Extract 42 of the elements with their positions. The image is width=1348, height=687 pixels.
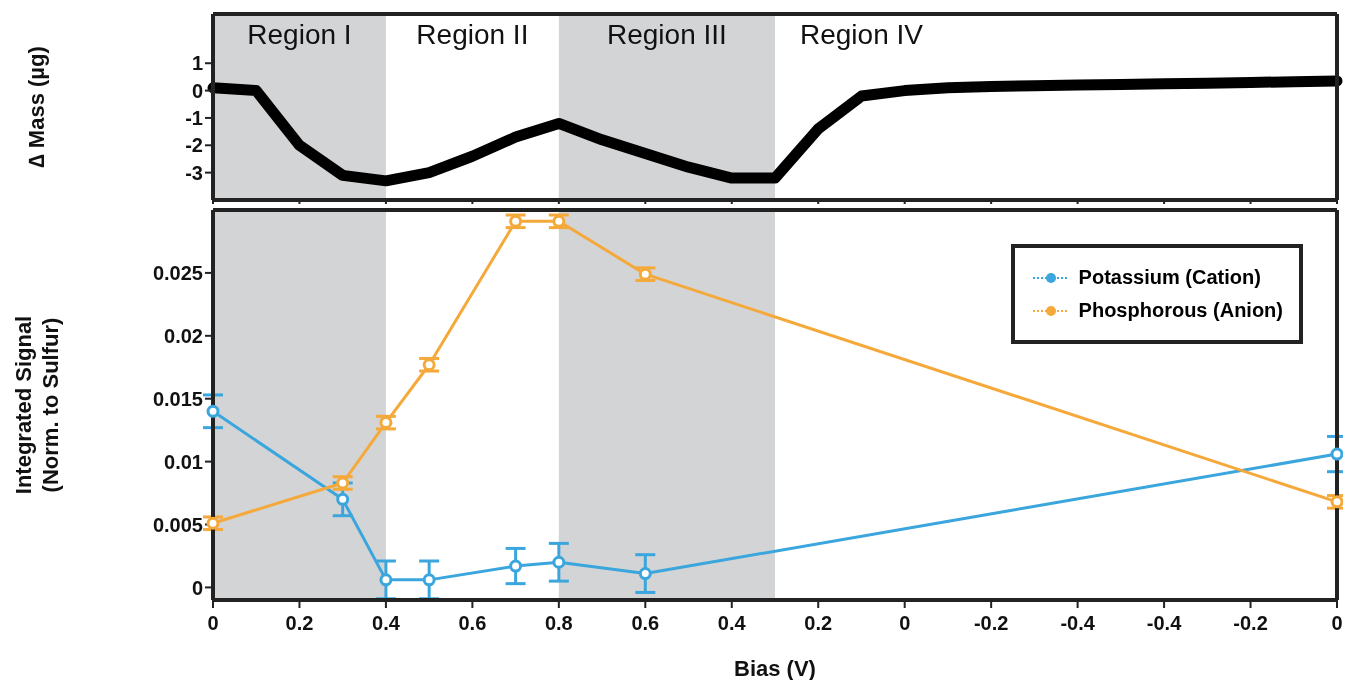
legend-label: Potassium (Cation) [1078, 266, 1261, 289]
point [422, 573, 436, 587]
y-tick-label: 0.015 [152, 387, 203, 410]
y-tick-label: -3 [185, 161, 203, 184]
y-tick-label: 0.005 [152, 513, 203, 536]
point [206, 404, 220, 418]
point [509, 559, 523, 573]
x-tick-label: -0.4 [1146, 612, 1183, 634]
x-tick-label: 0.6 [458, 612, 487, 634]
annotation: Region III [606, 18, 727, 50]
x-tick-label: 0.6 [631, 612, 660, 634]
point [379, 573, 393, 587]
x-tick-label: 0.2 [285, 612, 314, 634]
x-tick-label: 0.8 [544, 612, 573, 634]
y-axis-title: Integrated Signal (Norm. to Sulfur) [11, 315, 63, 495]
x-tick-label: -0.4 [1060, 612, 1096, 634]
y-tick-label: 0 [191, 576, 203, 599]
y-axis-title: ∆ Mass (µg) [24, 46, 49, 168]
x-tick-label: -0.2 [1233, 612, 1268, 634]
x-tick-label: 0.4 [372, 612, 401, 634]
y-tick-label: -1 [185, 107, 203, 130]
point [1330, 447, 1343, 461]
y-tick-label: 1 [191, 52, 203, 75]
x-tick-label: 0.2 [804, 612, 833, 634]
point [336, 492, 350, 506]
annotation: Region II [416, 18, 529, 50]
legend-label: Phosphorous (Anion) [1078, 299, 1283, 322]
y-tick-label: 0.01 [164, 450, 203, 473]
x-tick-label: 0 [899, 612, 911, 634]
y-tick-label: 0 [191, 79, 203, 102]
y-tick-label: 0.025 [152, 262, 203, 284]
x-tick-label: 0 [207, 612, 219, 634]
y-tick-label: -2 [185, 134, 203, 157]
x-axis-title: Bias (V) [734, 656, 816, 681]
point [552, 555, 566, 569]
y-tick-label: 0.02 [164, 324, 203, 347]
x-tick-label: -0.2 [973, 612, 1009, 634]
band-label: Region I [247, 18, 352, 50]
x-tick-label: 0.4 [717, 612, 747, 634]
point [638, 567, 652, 581]
annotation: Region IV [799, 18, 924, 50]
x-tick-label: 0 [1331, 612, 1343, 634]
